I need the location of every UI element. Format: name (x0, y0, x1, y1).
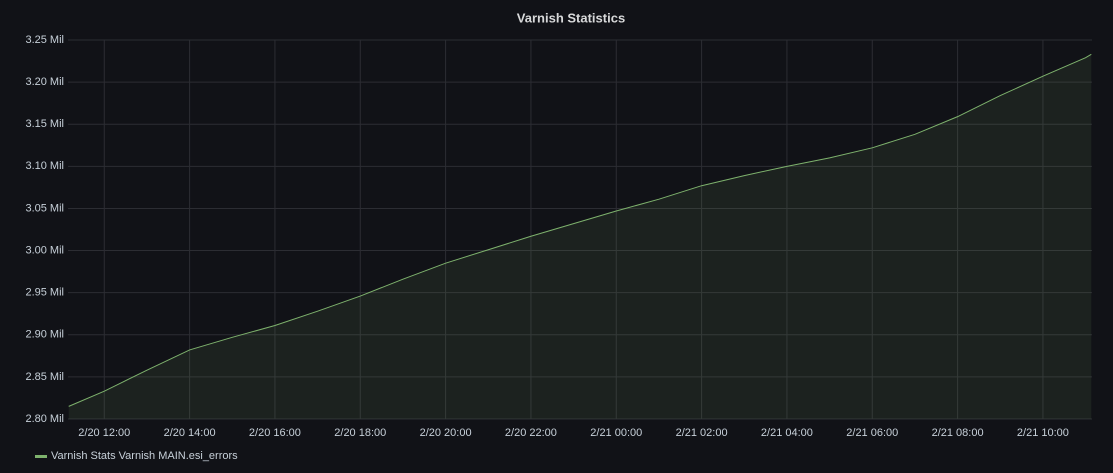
x-tick-label: 2/21 08:00 (932, 427, 984, 439)
x-tick-label: 2/20 20:00 (420, 427, 472, 439)
area-fill (68, 54, 1092, 419)
y-tick-label: 2.85 Mil (25, 371, 64, 383)
y-tick-label: 3.05 Mil (25, 202, 64, 214)
y-tick-label: 3.00 Mil (25, 244, 64, 256)
x-tick-label: 2/20 12:00 (78, 427, 130, 439)
y-tick-label: 2.80 Mil (25, 413, 64, 425)
y-tick-label: 2.90 Mil (25, 329, 64, 341)
series-line (68, 53, 1092, 407)
x-tick-label: 2/21 06:00 (846, 427, 898, 439)
y-tick-label: 3.25 Mil (25, 34, 64, 46)
legend-swatch (35, 455, 47, 458)
x-tick-label: 2/20 16:00 (249, 427, 301, 439)
y-tick-label: 3.15 Mil (25, 118, 64, 130)
x-tick-label: 2/20 14:00 (164, 427, 216, 439)
y-tick-label: 3.20 Mil (25, 76, 64, 88)
legend-label: Varnish Stats Varnish MAIN.esi_errors (51, 450, 238, 462)
x-tick-label: 2/21 00:00 (590, 427, 642, 439)
x-tick-label: 2/21 10:00 (1017, 427, 1069, 439)
x-tick-label: 2/20 18:00 (334, 427, 386, 439)
y-tick-label: 3.10 Mil (25, 160, 64, 172)
x-tick-label: 2/21 02:00 (676, 427, 728, 439)
x-tick-label: 2/20 22:00 (505, 427, 557, 439)
chart-title: Varnish Statistics (517, 10, 625, 25)
y-tick-label: 2.95 Mil (25, 287, 64, 299)
x-tick-label: 2/21 04:00 (761, 427, 813, 439)
